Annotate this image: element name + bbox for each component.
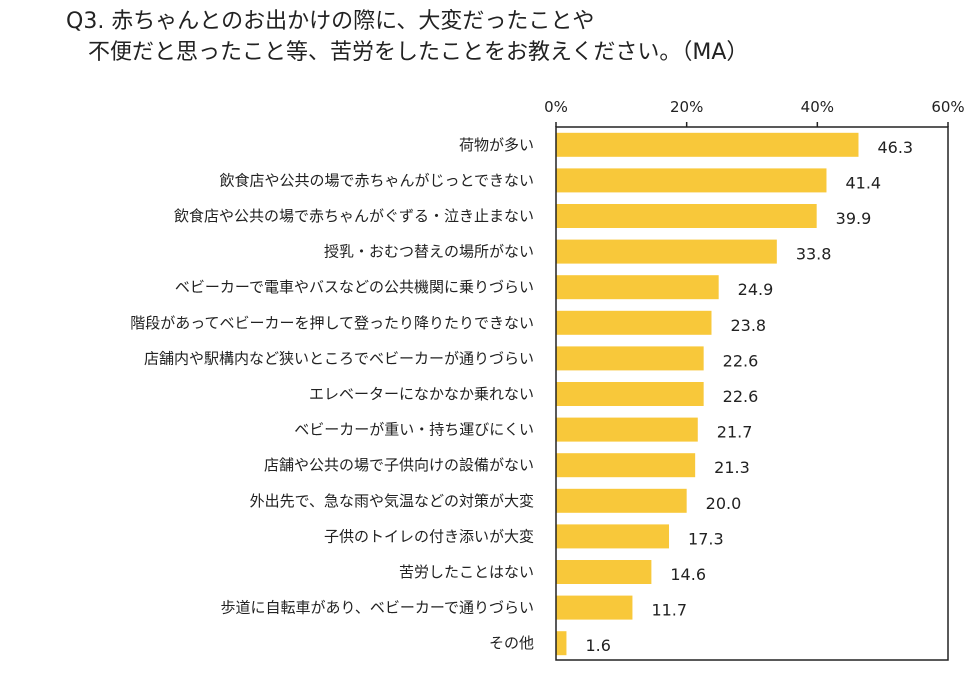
x-tick-label: 60%	[931, 98, 964, 116]
category-label: 子供のトイレの付き添いが大変	[324, 527, 534, 545]
title-line-2: 不便だと思ったこと等、苦労をしたことをお教えください。（MA）	[88, 40, 749, 65]
value-label: 14.6	[670, 565, 706, 584]
value-label: 21.7	[717, 423, 753, 442]
x-tick-label: 40%	[801, 98, 834, 116]
bar	[556, 453, 696, 478]
category-label: 授乳・おむつ替えの場所がない	[324, 243, 534, 261]
category-label: 階段があってベビーカーを押して登ったり降りたりできない	[130, 314, 534, 332]
bar	[556, 417, 698, 442]
bar	[556, 239, 777, 264]
title-line-1: Q3. 赤ちゃんとのお出かけの際に、大変だったことや	[66, 9, 595, 34]
value-label: 17.3	[688, 529, 724, 548]
value-label: 41.4	[845, 173, 881, 192]
value-label: 20.0	[706, 494, 742, 513]
value-label: 24.9	[738, 280, 774, 299]
category-label: 店舗や公共の場で子供向けの設備がない	[264, 456, 534, 474]
bar	[556, 560, 652, 584]
value-label: 23.8	[730, 316, 766, 335]
value-label: 46.3	[877, 138, 913, 157]
value-label: 33.8	[796, 245, 832, 264]
x-tick-label: 0%	[544, 98, 568, 116]
bar	[556, 488, 687, 513]
category-label: 飲食店や公共の場で赤ちゃんがじっとできない	[219, 171, 534, 189]
category-label: 荷物が多い	[459, 136, 534, 154]
bar	[556, 310, 712, 335]
value-label: 22.6	[723, 351, 759, 370]
category-label: 外出先で、急な雨や気温などの対策が大変	[250, 492, 534, 510]
x-tick-label: 20%	[670, 98, 703, 116]
value-label: 22.6	[723, 387, 759, 406]
bar	[556, 346, 704, 371]
category-label: ベビーカーが重い・持ち運びにくい	[294, 421, 534, 439]
bar	[556, 382, 704, 406]
bar	[556, 204, 817, 228]
category-label: その他	[489, 634, 534, 652]
bar	[556, 631, 567, 656]
bar	[556, 524, 670, 549]
value-label: 39.9	[836, 209, 872, 228]
category-label: 飲食店や公共の場で赤ちゃんがぐずる・泣き止まない	[174, 207, 534, 225]
bar	[556, 168, 827, 193]
category-label: 歩道に自転車があり、ベビーカーで通りづらい	[220, 599, 534, 617]
category-label: ベビーカーで電車やバスなどの公共機関に乗りづらい	[175, 278, 534, 296]
bar	[556, 275, 719, 300]
value-label: 21.3	[714, 458, 750, 477]
category-label: 店舗内や駅構内など狭いところでベビーカーが通りづらい	[144, 349, 534, 367]
chart-title: Q3. 赤ちゃんとのお出かけの際に、大変だったことや 不便だと思ったこと等、苦労…	[66, 6, 748, 68]
category-label: エレベーターになかなか乗れない	[309, 385, 534, 403]
value-label: 11.7	[651, 601, 687, 620]
category-label: 苦労したことはない	[399, 563, 534, 581]
bar	[556, 132, 859, 157]
plot-frame	[555, 126, 949, 661]
bar	[556, 595, 633, 620]
value-label: 1.6	[585, 636, 610, 655]
